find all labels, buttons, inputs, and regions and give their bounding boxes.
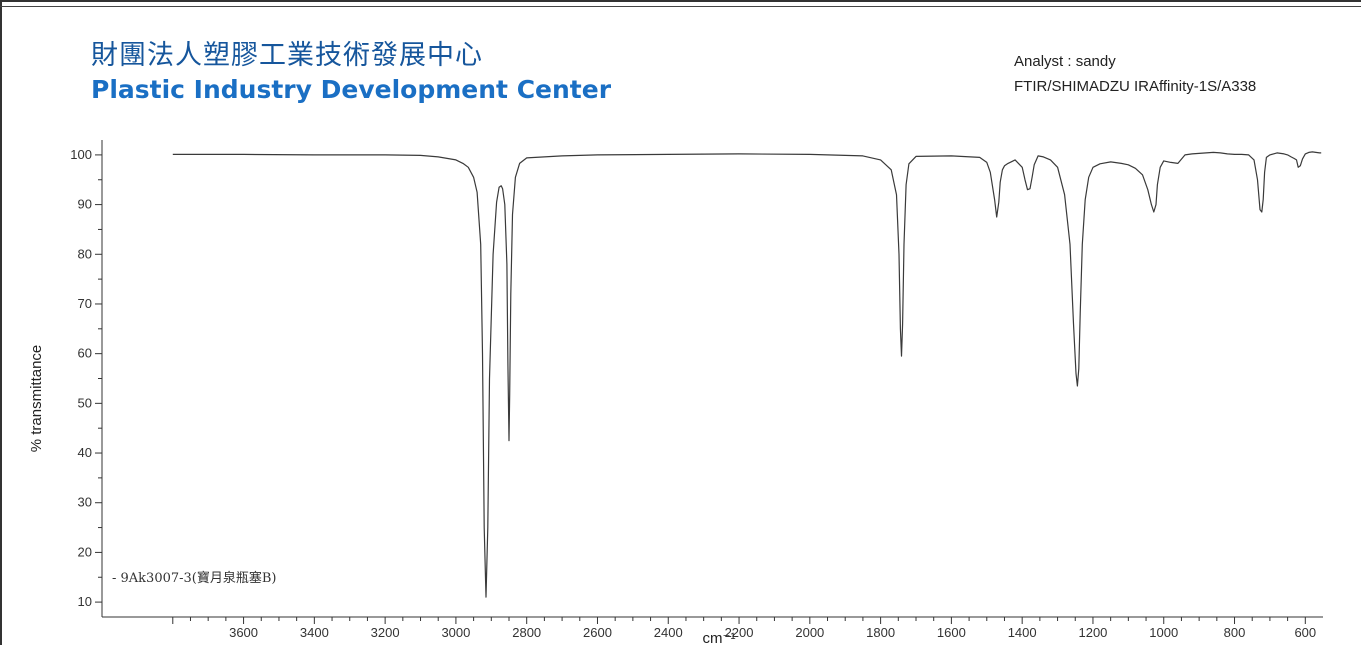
y-tick-label: 20 (78, 544, 92, 559)
x-tick-label: 800 (1224, 625, 1246, 640)
y-tick-label: 30 (78, 495, 92, 510)
x-tick-label: 2200 (725, 625, 754, 640)
sample-legend-label: - 9Ak3007-3(寶月泉瓶塞B) (112, 570, 277, 586)
y-tick-label: 40 (78, 445, 92, 460)
x-tick-label: 1000 (1149, 625, 1178, 640)
x-tick-label: 3600 (229, 625, 258, 640)
organization-name-english: Plastic Industry Development Center (91, 75, 612, 104)
x-tick-label: 1200 (1078, 625, 1107, 640)
instrument-label: FTIR/SHIMADZU IRAffinity-1S/A338 (1014, 78, 1257, 95)
x-tick-label: 2600 (583, 625, 612, 640)
organization-name-chinese: 財團法人塑膠工業技術發展中心 (91, 40, 483, 71)
y-axis-ticks: 10 20 30 40 50 60 70 80 90 100 (70, 147, 102, 609)
x-tick-label: 3000 (441, 625, 470, 640)
x-tick-label: 1400 (1008, 625, 1037, 640)
y-tick-label: 10 (78, 594, 92, 609)
y-tick-label: 100 (70, 147, 92, 162)
x-tick-label: 1600 (937, 625, 966, 640)
y-tick-label: 60 (78, 346, 92, 361)
y-tick-label: 70 (78, 296, 92, 311)
y-axis-label: % transmittance (28, 345, 45, 453)
x-tick-label: 2000 (795, 625, 824, 640)
x-tick-label: 2800 (512, 625, 541, 640)
spectrum-series (172, 151, 1322, 598)
x-axis-ticks: 3600 3400 3200 3000 2800 2600 2400 2200 2000 1800… (172, 617, 1316, 640)
x-tick-label: 2400 (654, 625, 683, 640)
y-tick-label: 50 (78, 395, 92, 410)
x-tick-label: 3200 (371, 625, 400, 640)
chart-axes (101, 140, 1323, 618)
x-tick-label: 1800 (866, 625, 895, 640)
analyst-label: Analyst : sandy (1014, 53, 1116, 70)
y-tick-label: 80 (78, 246, 92, 261)
spectrum-line (172, 151, 1322, 598)
x-tick-label: 3400 (300, 625, 329, 640)
top-border (0, 0, 1361, 7)
x-axis-label: cm⁻¹ (703, 630, 736, 645)
y-tick-label: 90 (78, 197, 92, 212)
x-tick-label: 600 (1294, 625, 1316, 640)
